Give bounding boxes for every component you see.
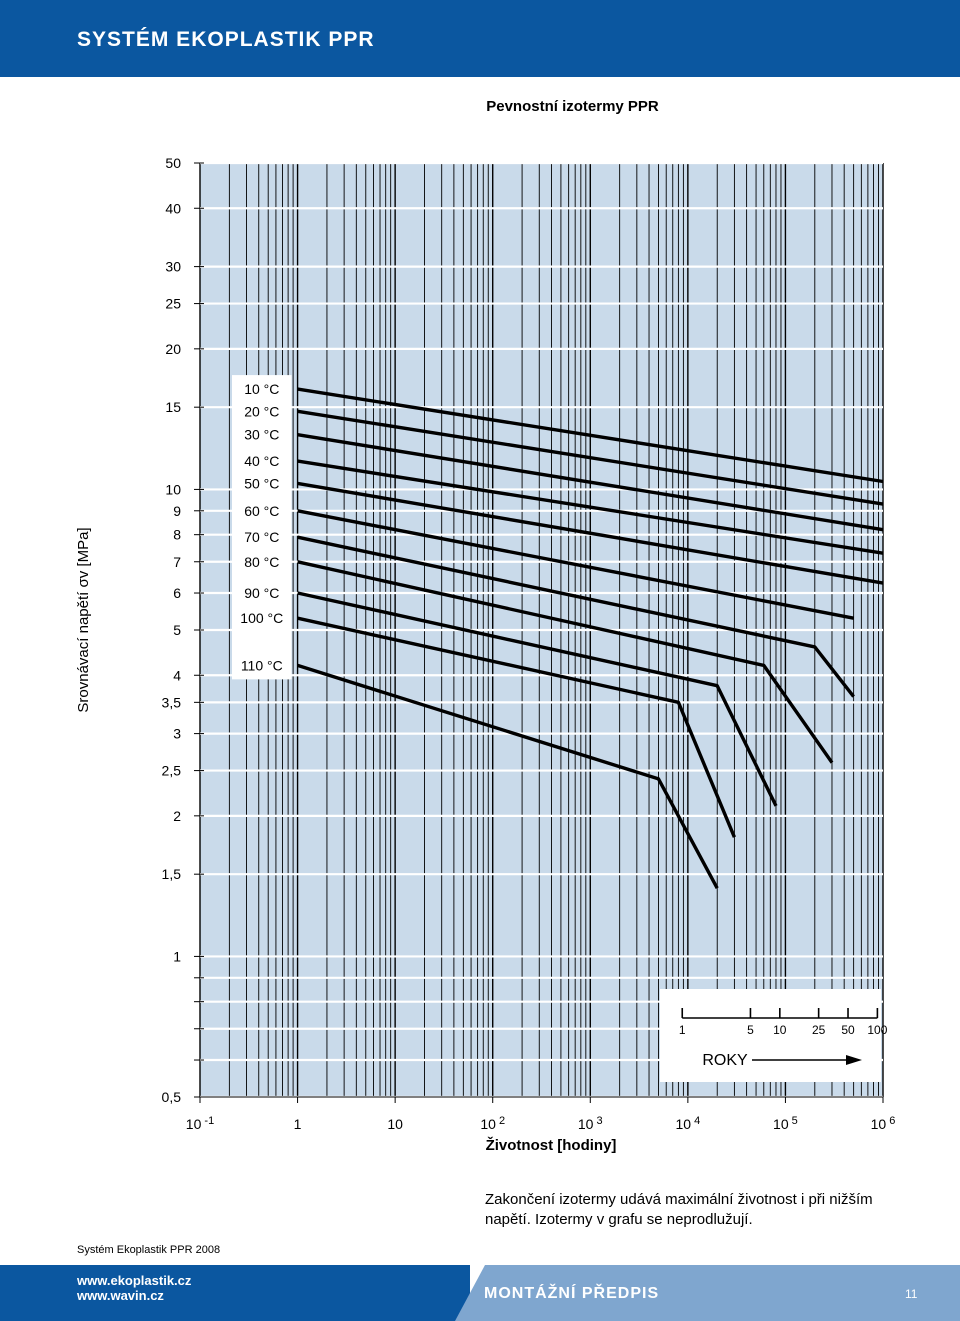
- years-tick-label: 5: [747, 1023, 754, 1037]
- y-tick-label: 8: [173, 527, 181, 543]
- header-bar: SYSTÉM EKOPLASTIK PPR: [0, 0, 960, 77]
- series-label-box: [232, 375, 292, 680]
- years-tick-label: 10: [773, 1023, 787, 1037]
- y-axis-label: Srovnávací napětí σv [MPa]: [75, 527, 92, 712]
- y-tick-label: 30: [165, 259, 181, 275]
- y-tick-label: 2: [173, 808, 181, 824]
- x-tick-label: 10 6: [871, 1115, 896, 1132]
- isotherm-chart: 10 °C 20 °C 30 °C 40 °C 50 °C 60 °C 70 °C 80 °C…: [75, 155, 896, 1154]
- footer-right-panel: [485, 1265, 960, 1321]
- y-tick-label: 2,5: [162, 763, 182, 779]
- y-tick-labels: 50 40 30 25 20 15 10 9 8 7 6 5 4 3,5 3 2,5 2 1,5 1 0,5: [162, 155, 182, 1105]
- isotherm-line: [297, 616, 736, 838]
- x-tick-labels: 10 -1 1 10 10 2 10 3 10 4 10 5 10 6: [186, 1115, 896, 1132]
- y-tick-label: 5: [173, 622, 181, 638]
- footnote: Zakončení izotermy udává maximální život…: [485, 1191, 873, 1228]
- y-tick-label: 25: [165, 296, 181, 312]
- y-tick-label: 9: [173, 503, 181, 519]
- y-tick-label: 3: [173, 726, 181, 742]
- years-inset-box: [660, 989, 881, 1082]
- y-tick-label: 20: [165, 341, 181, 357]
- x-tick-label: 10 4: [675, 1115, 700, 1132]
- series-label: 60 °C: [244, 503, 279, 519]
- y-tick-label: 3,5: [162, 694, 182, 710]
- header-title: SYSTÉM EKOPLASTIK PPR: [77, 28, 375, 51]
- footer-left-panel: [0, 1265, 470, 1321]
- x-tick-label: 10 5: [773, 1115, 798, 1132]
- years-inset: 1 5 10 25 50 100 ROKY: [660, 989, 888, 1082]
- isotherm-line: [297, 535, 855, 698]
- years-tick-label: 1: [679, 1023, 686, 1037]
- y-tick-label: 4: [173, 667, 181, 683]
- y-tick-label: 1,5: [162, 866, 182, 882]
- isotherm-line: [297, 459, 884, 555]
- years-arrow-head: [846, 1055, 862, 1065]
- years-tick-label: 100: [867, 1023, 887, 1037]
- isotherm-line: [297, 481, 884, 585]
- years-tick-label: 25: [812, 1023, 826, 1037]
- isotherm-line: [297, 387, 884, 484]
- isotherm-line: [297, 560, 834, 764]
- series-label: 50 °C: [244, 475, 279, 491]
- series-label: 30 °C: [244, 427, 279, 443]
- series-label: 20 °C: [244, 403, 279, 419]
- isotherm-line: [297, 591, 778, 807]
- series-layer: [297, 387, 884, 890]
- x-tick-label: 10 -1: [186, 1115, 214, 1132]
- footer-bar: www.ekoplastik.cz www.wavin.cz MONTÁŽNÍ …: [0, 1265, 960, 1321]
- series-label: 40 °C: [244, 453, 279, 469]
- page-number: 11: [905, 1287, 918, 1301]
- y-tick-label: 50: [165, 155, 181, 171]
- isotherm-line: [297, 433, 884, 532]
- footer-link-wavin[interactable]: www.wavin.cz: [77, 1288, 164, 1303]
- series-label-layer: 10 °C 20 °C 30 °C 40 °C 50 °C 60 °C 70 °C 80 °C…: [232, 375, 292, 680]
- years-tick-label: 50: [841, 1023, 855, 1037]
- y-tick-label: 10: [165, 481, 181, 497]
- y-tick-label: 15: [165, 399, 181, 415]
- footer-section-title: MONTÁŽNÍ PŘEDPIS: [484, 1285, 660, 1302]
- series-label: 100 °C: [240, 610, 283, 626]
- y-tick-label: 1: [173, 948, 181, 964]
- footer-link-ekoplastik[interactable]: www.ekoplastik.cz: [77, 1273, 192, 1288]
- series-label: 90 °C: [244, 585, 279, 601]
- x-tick-label: 10: [387, 1116, 403, 1132]
- series-label: 10 °C: [244, 381, 279, 397]
- footer-label: Systém Ekoplastik PPR 2008: [77, 1244, 221, 1256]
- years-inset-title: ROKY: [702, 1052, 748, 1069]
- y-tick-label: 6: [173, 585, 181, 601]
- x-tick-label: 1: [294, 1116, 302, 1132]
- isotherm-line: [297, 663, 719, 890]
- series-label: 70 °C: [244, 529, 279, 545]
- footer-divider: [455, 1265, 485, 1321]
- x-axis-label: Životnost [hodiny]: [486, 1136, 617, 1154]
- page-title: Pevnostní izotermy PPR: [486, 98, 659, 115]
- series-label: 110 °C: [241, 657, 283, 673]
- y-tick-label: 0,5: [162, 1089, 182, 1105]
- y-tick-label: 7: [173, 554, 181, 570]
- y-tick-label: 40: [165, 200, 181, 216]
- isotherm-line: [297, 509, 854, 620]
- series-label: 80 °C: [244, 554, 279, 570]
- isotherm-line: [297, 409, 884, 506]
- x-tick-label: 10 3: [578, 1115, 603, 1132]
- x-tick-label: 10 2: [480, 1115, 505, 1132]
